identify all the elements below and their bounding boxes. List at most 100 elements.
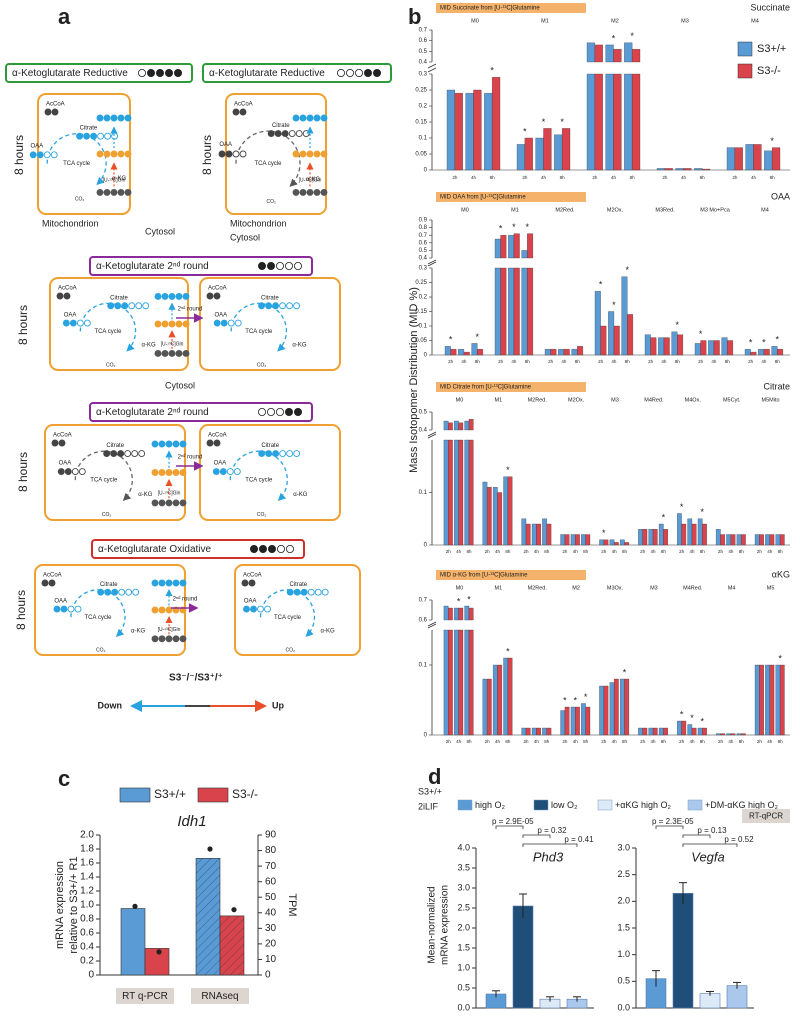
- carbon-dot: [110, 150, 118, 158]
- chart-title: Citrate: [763, 381, 790, 391]
- label-dot: [284, 407, 293, 416]
- legend-label: high O₂: [475, 800, 506, 810]
- significance-star: *: [630, 31, 634, 41]
- method-box: [742, 809, 790, 823]
- time-label: 2h: [498, 359, 504, 364]
- carbon-dot: [213, 319, 221, 327]
- carbon-dot: [286, 450, 294, 458]
- node-label: OAA: [59, 461, 72, 467]
- y-tick-label: 0: [424, 168, 428, 174]
- carbon-dot: [64, 468, 72, 475]
- node-label: Citrate: [106, 443, 124, 449]
- y-tick-label: 0.6: [419, 240, 428, 246]
- node-label: TCA cycle: [94, 329, 122, 335]
- time-label: 4h: [761, 359, 767, 364]
- time-label: 2h: [562, 549, 568, 554]
- header-box: [91, 539, 305, 559]
- y-tick-label: 0: [88, 970, 94, 981]
- time-label: 2h: [748, 359, 754, 364]
- carbon-dot: [103, 188, 111, 196]
- node-label: CO₂: [106, 362, 116, 368]
- group-label: M0: [456, 397, 464, 403]
- carbon-dot: [234, 319, 242, 327]
- carbon-dot: [103, 114, 111, 122]
- bar: [727, 340, 734, 356]
- time-label: 8h: [466, 739, 472, 744]
- carbon-dot: [212, 468, 220, 475]
- group-label: M2Red.: [528, 397, 548, 403]
- carbon-dot: [288, 130, 296, 138]
- bar: [734, 147, 743, 171]
- carbon-dot: [172, 499, 180, 507]
- bar: [664, 168, 673, 171]
- y-tick-label: 0.4: [419, 256, 428, 262]
- p-value: p = 2.9E-05: [492, 817, 534, 826]
- time-label: 8 hours: [16, 305, 30, 345]
- tag-box: [436, 570, 586, 580]
- carbon-dot: [43, 151, 51, 159]
- bar: [745, 144, 754, 171]
- label-dot: [293, 261, 302, 270]
- node-label: OAA: [54, 599, 67, 605]
- bar: [535, 137, 544, 171]
- time-label: 8h: [778, 739, 784, 744]
- carbon-dot: [103, 150, 111, 158]
- y-tick-label: 0.0: [457, 1002, 470, 1012]
- node-label: CO₂: [257, 512, 267, 518]
- carbon-dot: [206, 439, 214, 447]
- comparison-bracket: [682, 843, 738, 847]
- carbon-dot: [227, 319, 235, 327]
- bar: [500, 235, 507, 356]
- time-label: 4h: [541, 175, 547, 180]
- header-text: α-Ketoglutarate Oxidative: [98, 544, 212, 555]
- condition-label: S3+/+: [418, 786, 442, 796]
- bar: [507, 657, 513, 736]
- node-label: OAA: [219, 142, 232, 148]
- time-label: 4h: [689, 549, 695, 554]
- node-label: AcCoA: [43, 573, 62, 579]
- bar: [525, 523, 531, 546]
- bar: [581, 534, 586, 546]
- bar: [694, 343, 701, 356]
- carbon-dot: [124, 150, 132, 158]
- time-label: 8h: [675, 359, 681, 364]
- node-label: α-KG: [321, 628, 335, 634]
- time-label: 4h: [573, 549, 579, 554]
- carbon-dot: [69, 319, 77, 327]
- carbon-dot: [265, 450, 273, 458]
- group-label: M5: [767, 585, 775, 591]
- carbon-dot: [117, 450, 125, 458]
- bar: [691, 727, 697, 736]
- carbon-dot: [232, 108, 240, 116]
- bar: [624, 542, 630, 546]
- carbon-dot: [267, 130, 275, 138]
- carbon-dot: [179, 469, 187, 476]
- bar: [458, 349, 465, 356]
- y-tick-label: 0.25: [415, 88, 427, 94]
- time-label: 2h: [640, 549, 646, 554]
- node-label: TCA cycle: [84, 615, 112, 621]
- label-dot: [258, 545, 267, 554]
- axis-break: [427, 259, 437, 265]
- group-label: M3: [611, 397, 619, 403]
- bar: [468, 419, 474, 546]
- significance-star: *: [506, 465, 510, 475]
- bar: [700, 340, 707, 356]
- y2-tick-label: 90: [265, 830, 277, 841]
- carbon-dot: [279, 450, 287, 458]
- time-label: 2h: [446, 549, 452, 554]
- time-label: 2h: [524, 549, 530, 554]
- bar: [594, 291, 601, 356]
- carbon-dot: [96, 114, 104, 122]
- bar: [564, 534, 570, 546]
- time-label: 8h: [490, 175, 496, 180]
- bar: [563, 349, 570, 356]
- y-tick-label: 1.6: [80, 858, 94, 869]
- time-label: 8h: [700, 549, 706, 554]
- bar: [558, 349, 565, 356]
- carbon-dot: [154, 349, 162, 357]
- y-tick-label: 0.0: [617, 1002, 630, 1012]
- carbon-dot: [232, 150, 240, 158]
- carbon-dot: [103, 450, 111, 458]
- bar: [542, 518, 547, 546]
